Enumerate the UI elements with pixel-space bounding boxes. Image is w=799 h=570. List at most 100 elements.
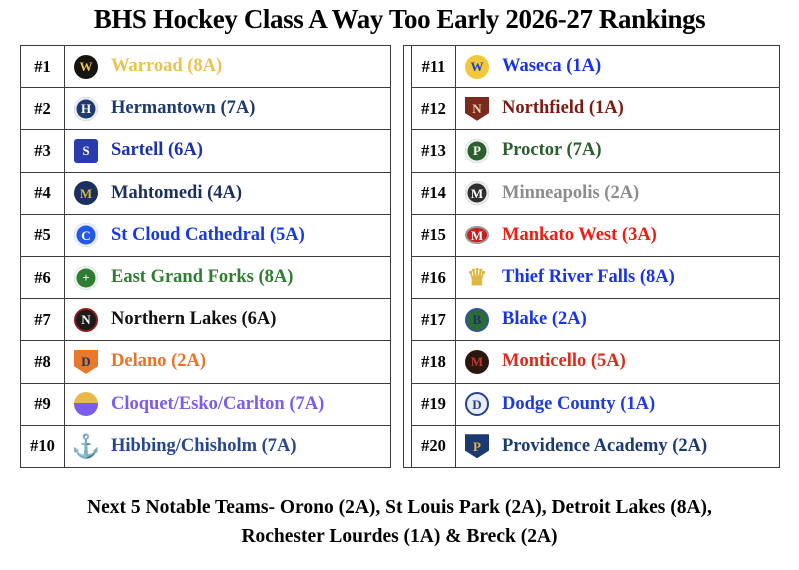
team-name-label: Cloquet/Esko/Carlton (7A)	[111, 393, 325, 414]
team-name-label: Delano (2A)	[111, 351, 207, 372]
mahtomedi-zephyrs-logo: M	[74, 181, 98, 206]
team-name-label: Monticello (5A)	[502, 351, 626, 372]
dodge-county-wildcats-logo: D	[465, 392, 489, 417]
team-cell: ♛ Thief River Falls (8A)	[455, 255, 780, 300]
rank-cell: #4	[20, 171, 65, 215]
table-row: #10 ⚓ Hibbing/Chisholm (7A)	[20, 424, 391, 468]
table-row: #14 M Minneapolis (2A)	[404, 171, 780, 215]
team-name-label: Warroad (8A)	[111, 56, 223, 77]
table-row: #18 M Monticello (5A)	[404, 340, 780, 384]
table-row: #7 N Northern Lakes (6A)	[20, 298, 391, 342]
team-cell: M Minneapolis (2A)	[455, 171, 780, 215]
team-name-label: Hermantown (7A)	[111, 98, 256, 119]
minneapolis-hockey-logo: M	[465, 181, 489, 206]
table-row: #12 N Northfield (1A)	[404, 87, 780, 131]
table-row: #13 P Proctor (7A)	[404, 129, 780, 173]
rank-cell: #7	[20, 298, 65, 342]
hermantown-hawks-logo: H	[74, 96, 98, 121]
proctor-rails-logo: P	[465, 138, 489, 163]
st-cloud-cathedral-crusaders-logo: C	[74, 223, 98, 248]
team-name-label: St Cloud Cathedral (5A)	[111, 224, 305, 245]
rank-cell: #2	[20, 87, 65, 131]
team-cell: D Dodge County (1A)	[455, 382, 780, 426]
team-name-label: Northfield (1A)	[502, 98, 624, 119]
providence-academy-lions-shield-logo: P	[465, 434, 489, 459]
table-row: #16 ♛ Thief River Falls (8A)	[404, 255, 780, 300]
team-name-label: Proctor (7A)	[502, 140, 602, 161]
notable-teams-line-1: Next 5 Notable Teams- Orono (2A), St Lou…	[87, 497, 712, 518]
rank-cell: #20	[411, 424, 456, 468]
rank-cell: #17	[411, 298, 456, 342]
table-row: #15 M Mankato West (3A)	[404, 213, 780, 257]
northern-lakes-lightning-logo: N	[74, 307, 98, 332]
team-cell: M Mahtomedi (4A)	[64, 171, 391, 215]
team-name-label: Dodge County (1A)	[502, 393, 656, 414]
sartell-sabres-logo: S	[74, 138, 98, 163]
team-name-label: Providence Academy (2A)	[502, 435, 708, 456]
table-row: #9 Cloquet/Esko/Carlton (7A)	[20, 382, 391, 426]
rankings-table-right: #11 W Waseca (1A) #12 N Northfield (1A) …	[403, 44, 780, 468]
blake-bears-logo: B	[465, 307, 489, 332]
table-row: #2 H Hermantown (7A)	[20, 87, 391, 131]
cloquet-esko-carlton-lumberjacks-logo	[74, 392, 98, 417]
rank-cell: #1	[20, 44, 65, 89]
team-cell: B Blake (2A)	[455, 298, 780, 342]
table-row: #6 + East Grand Forks (8A)	[20, 255, 391, 300]
rank-cell: #19	[411, 382, 456, 426]
team-cell: P Proctor (7A)	[455, 129, 780, 173]
table-row: #17 B Blake (2A)	[404, 298, 780, 342]
team-cell: C St Cloud Cathedral (5A)	[64, 213, 391, 257]
team-name-label: Blake (2A)	[502, 309, 587, 330]
east-grand-forks-green-wave-logo: +	[74, 265, 98, 290]
page-title: BHS Hockey Class A Way Too Early 2026-27…	[93, 4, 706, 34]
team-cell: W Warroad (8A)	[64, 44, 391, 89]
team-cell: P Providence Academy (2A)	[455, 424, 780, 468]
team-cell: M Mankato West (3A)	[455, 213, 780, 257]
rank-cell: #5	[20, 213, 65, 257]
rankings-table-left: #1 W Warroad (8A) #2 H Hermantown (7A) #…	[20, 44, 391, 468]
thief-river-falls-prowlers-crown-logo: ♛	[466, 265, 488, 291]
waseca-bluejays-logo: W	[465, 54, 489, 79]
team-name-label: Sartell (6A)	[111, 140, 203, 161]
table-left-spacer-cell	[403, 45, 412, 468]
team-cell: Cloquet/Esko/Carlton (7A)	[64, 382, 391, 426]
team-name-label: Minneapolis (2A)	[502, 182, 640, 203]
team-name-label: Northern Lakes (6A)	[111, 309, 277, 330]
rankings-table-right-body: #11 W Waseca (1A) #12 N Northfield (1A) …	[403, 44, 780, 468]
team-name-label: Mahtomedi (4A)	[111, 182, 243, 203]
team-cell: N Northfield (1A)	[455, 87, 780, 131]
team-cell: M Monticello (5A)	[455, 340, 780, 384]
table-row: #11 W Waseca (1A)	[403, 44, 780, 468]
hibbing-chisholm-bluejackets-anchor-logo: ⚓	[71, 433, 101, 459]
table-row: #20 P Providence Academy (2A)	[404, 424, 780, 468]
warroad-warrior-logo: W	[74, 54, 98, 79]
table-row: #5 C St Cloud Cathedral (5A)	[20, 213, 391, 257]
rank-cell: #11	[411, 44, 456, 89]
notable-teams-footer: Next 5 Notable Teams- Orono (2A), St Lou…	[0, 494, 799, 551]
table-row: #3 S Sartell (6A)	[20, 129, 391, 173]
team-cell: W Waseca (1A)	[455, 44, 780, 89]
rank-cell: #13	[411, 129, 456, 173]
rankings-table-left-body: #1 W Warroad (8A) #2 H Hermantown (7A) #…	[20, 44, 391, 468]
team-cell: S Sartell (6A)	[64, 129, 391, 173]
team-cell: N Northern Lakes (6A)	[64, 298, 391, 342]
rank-cell: #10	[20, 424, 65, 468]
team-name-label: Mankato West (3A)	[502, 224, 657, 245]
table-row: #8 D Delano (2A)	[20, 340, 391, 384]
delano-tigers-shield-logo: D	[74, 349, 98, 374]
rank-cell: #8	[20, 340, 65, 384]
northfield-raiders-shield-logo: N	[465, 96, 489, 121]
monticello-moose-logo: M	[465, 349, 489, 374]
team-name-label: East Grand Forks (8A)	[111, 267, 294, 288]
table-row: #19 D Dodge County (1A)	[404, 382, 780, 426]
rank-cell: #3	[20, 129, 65, 173]
team-name-label: Waseca (1A)	[502, 56, 602, 77]
rank-cell: #12	[411, 87, 456, 131]
mankato-west-scarlets-logo: M	[465, 226, 489, 245]
team-name-label: Hibbing/Chisholm (7A)	[111, 435, 297, 456]
rank-cell: #15	[411, 213, 456, 257]
team-cell: H Hermantown (7A)	[64, 87, 391, 131]
rank-cell: #6	[20, 255, 65, 300]
team-cell: D Delano (2A)	[64, 340, 391, 384]
team-cell: + East Grand Forks (8A)	[64, 255, 391, 300]
